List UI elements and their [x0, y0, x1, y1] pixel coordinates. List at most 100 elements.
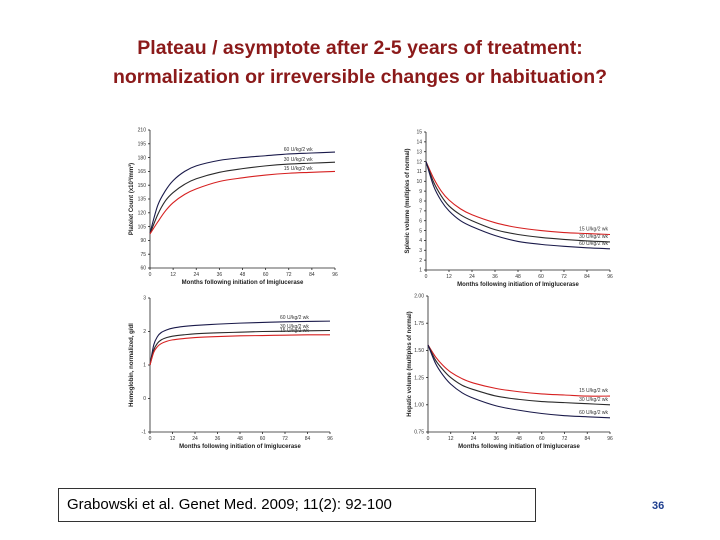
splenic-series-15-line: [425, 161, 611, 236]
splenic-y-tick-label: 15: [416, 130, 422, 136]
hepatic-x-tick-label: 24: [471, 436, 477, 442]
hemoglobin-y-axis-label: Hemoglobin, normalized, g/dl: [129, 323, 135, 407]
splenic-x-tick-label: 72: [561, 274, 567, 280]
splenic-y-tick-label: 3: [419, 248, 422, 254]
splenic-x-tick-label: 12: [446, 274, 452, 280]
citation-box: Grabowski et al. Genet Med. 2009; 11(2):…: [58, 488, 536, 522]
hepatic-x-tick-label: 0: [427, 436, 430, 442]
hemoglobin-x-tick-label: 12: [170, 436, 176, 442]
platelet-x-tick-label: 72: [286, 272, 292, 278]
citation-text: Grabowski et al. Genet Med. 2009; 11(2):…: [67, 496, 392, 513]
platelet-y-tick-label: 90: [140, 238, 146, 244]
hepatic-y-tick-label: 2.00: [414, 294, 424, 300]
platelet-x-tick-label: 0: [149, 272, 152, 278]
hemoglobin-x-tick-label: 72: [282, 436, 288, 442]
splenic-series-15-label: 15 U/kg/2 wk: [579, 227, 608, 233]
hepatic-series-60-label: 60 U/kg/2 wk: [579, 410, 608, 416]
hemoglobin-series-15-label: 15 U/kg/2 wk: [280, 328, 309, 334]
platelet-chart: 0 12 24 36 48 60 72 84 96 60 75 90 105 120 135 150 165 18…: [128, 128, 338, 286]
platelet-y-tick-label: 180: [138, 155, 147, 161]
splenic-y-tick-label: 7: [419, 209, 422, 215]
splenic-y-tick-label: 1: [419, 268, 422, 274]
hemoglobin-series-15-line: [149, 334, 331, 366]
hemoglobin-series-30-line: [149, 329, 331, 366]
hepatic-x-tick-label: 72: [562, 436, 568, 442]
splenic-y-tick-label: 8: [419, 199, 422, 205]
splenic-y-tick-label: 13: [416, 149, 422, 155]
platelet-x-axis-label: Months following initiation of Imiglucer…: [182, 280, 304, 286]
hemoglobin-series-30-label: 30 U/kg/2 wk: [280, 324, 309, 330]
splenic-x-tick-label: 24: [469, 274, 475, 280]
hemoglobin-series-60-line: [149, 320, 331, 366]
hepatic-y-tick-label: 1.75: [414, 321, 424, 327]
splenic-series-30-label: 30 U/kg/2 wk: [579, 234, 608, 240]
splenic-y-tick-label: 14: [416, 140, 422, 146]
hemoglobin-x-tick-label: 60: [260, 436, 266, 442]
platelet-y-tick-label: 135: [138, 197, 147, 203]
splenic-x-tick-label: 60: [538, 274, 544, 280]
hepatic-x-tick-label: 48: [516, 436, 522, 442]
hemoglobin-y-tick-label: 3: [143, 296, 146, 302]
hemoglobin-y-tick-label: 2: [143, 329, 146, 335]
hepatic-series-15-line: [427, 344, 611, 397]
hepatic-x-tick-label: 84: [584, 436, 590, 442]
hemoglobin-x-tick-label: 84: [305, 436, 311, 442]
splenic-x-tick-label: 84: [584, 274, 590, 280]
hemoglobin-y-tick-label: -1: [142, 430, 147, 436]
splenic-series-60-line: [425, 161, 611, 250]
slide-title: Plateau / asymptote after 2-5 years of t…: [0, 34, 720, 92]
platelet-x-tick-label: 12: [170, 272, 176, 278]
hepatic-y-tick-label: 1.50: [414, 348, 424, 354]
splenic-series-30-line: [425, 161, 611, 243]
splenic-x-tick-label: 0: [425, 274, 428, 280]
platelet-x-tick-label: 36: [217, 272, 223, 278]
hepatic-x-tick-label: 12: [448, 436, 454, 442]
hepatic-y-tick-label: 1.25: [414, 375, 424, 381]
hepatic-chart: 0 12 24 36 48 60 72 84 96 0.75 1.00 1.25 1.50 1.75 2.0…: [407, 294, 613, 450]
platelet-series-15-label: 15 U/kg/2 wk: [284, 166, 313, 172]
splenic-y-tick-label: 12: [416, 159, 422, 165]
splenic-y-tick-label: 6: [419, 218, 422, 224]
platelet-y-tick-label: 75: [140, 252, 146, 258]
page-number: 36: [652, 500, 665, 512]
splenic-y-axis-label: Splenic volume (multiples of normal): [405, 148, 411, 253]
platelet-y-tick-label: 195: [138, 142, 147, 148]
title-line-1: Plateau / asymptote after 2-5 years of t…: [137, 37, 583, 59]
platelet-y-axis-label: Platelet Count (x10³/mm³): [128, 163, 135, 235]
splenic-x-axis-label: Months following initiation of Imiglucer…: [457, 282, 579, 288]
hepatic-y-tick-label: 1.00: [414, 403, 424, 409]
splenic-series-60-label: 60 U/kg/2 wk: [579, 241, 608, 247]
platelet-y-tick-label: 150: [138, 183, 147, 189]
hepatic-y-axis-label: Hepatic volume (multiples of normal): [407, 311, 413, 416]
splenic-x-tick-label: 36: [492, 274, 498, 280]
splenic-y-tick-label: 9: [419, 189, 422, 195]
hemoglobin-x-axis-label: Months following initiation of Imiglucer…: [179, 444, 301, 450]
platelet-y-tick-label: 210: [138, 128, 147, 134]
splenic-chart: 0 12 24 36 48 60 72 84 96123456789101112131415Mo…: [405, 130, 613, 288]
splenic-y-tick-label: 2: [419, 258, 422, 264]
platelet-y-tick-label: 165: [138, 169, 147, 175]
hemoglobin-x-tick-label: 36: [215, 436, 221, 442]
platelet-series-60-line: [149, 151, 336, 234]
title-line-2: normalization or irreversible changes or…: [112, 66, 608, 88]
hepatic-series-60-line: [427, 344, 611, 419]
hepatic-series-15-label: 15 U/kg/2 wk: [579, 388, 608, 394]
platelet-x-tick-label: 48: [240, 272, 246, 278]
platelet-y-tick-label: 60: [140, 266, 146, 272]
hemoglobin-x-tick-label: 96: [327, 436, 333, 442]
platelet-x-tick-label: 24: [193, 272, 199, 278]
platelet-series-30-label: 30 U/kg/2 wk: [284, 157, 313, 163]
splenic-y-tick-label: 10: [416, 179, 422, 185]
platelet-x-tick-label: 84: [309, 272, 315, 278]
platelet-x-tick-label: 60: [263, 272, 269, 278]
hepatic-series-30-line: [427, 344, 611, 406]
hepatic-x-axis-label: Months following initiation of Imiglucer…: [458, 444, 580, 450]
splenic-x-tick-label: 48: [515, 274, 521, 280]
splenic-y-tick-label: 11: [417, 169, 422, 175]
hemoglobin-x-tick-label: 48: [237, 436, 243, 442]
platelet-x-tick-label: 96: [332, 272, 338, 278]
platelet-y-tick-label: 120: [138, 211, 147, 217]
hepatic-x-tick-label: 36: [493, 436, 499, 442]
